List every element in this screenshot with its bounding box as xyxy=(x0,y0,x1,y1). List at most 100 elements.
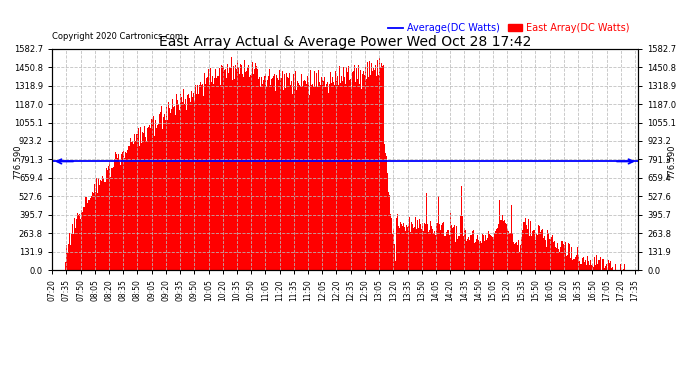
Bar xyxy=(417,220,418,270)
Bar xyxy=(384,144,385,270)
Bar xyxy=(580,264,582,270)
Bar xyxy=(248,65,249,270)
Bar xyxy=(317,87,318,270)
Bar xyxy=(102,176,103,270)
Bar xyxy=(273,76,275,270)
Bar xyxy=(249,77,250,270)
Bar xyxy=(266,87,267,270)
Bar xyxy=(590,260,591,270)
Bar xyxy=(202,84,204,270)
Bar xyxy=(339,82,341,270)
Bar xyxy=(376,76,377,270)
Bar xyxy=(497,228,498,270)
Bar xyxy=(333,82,334,270)
Bar xyxy=(247,67,248,270)
Bar xyxy=(503,220,504,270)
Bar xyxy=(567,255,568,270)
Bar xyxy=(231,57,232,270)
Bar xyxy=(558,249,559,270)
Bar xyxy=(163,117,164,270)
Bar xyxy=(278,80,279,270)
Bar xyxy=(347,72,348,270)
Bar xyxy=(504,224,506,270)
Bar xyxy=(144,126,145,270)
Bar xyxy=(501,220,502,270)
Bar xyxy=(447,230,448,270)
Bar xyxy=(509,233,511,270)
Bar xyxy=(386,156,387,270)
Bar xyxy=(562,241,564,270)
Bar xyxy=(438,196,440,270)
Bar xyxy=(270,79,272,270)
Bar xyxy=(192,98,193,270)
Bar xyxy=(229,67,230,270)
Bar xyxy=(318,70,319,270)
Bar xyxy=(258,79,259,270)
Bar xyxy=(591,265,592,270)
Bar xyxy=(435,236,437,270)
Bar xyxy=(302,86,303,270)
Bar xyxy=(326,94,328,270)
Bar xyxy=(390,214,391,270)
Bar xyxy=(260,87,261,270)
Bar xyxy=(532,231,533,270)
Bar xyxy=(300,86,301,270)
Bar xyxy=(437,224,438,270)
Bar xyxy=(536,234,537,270)
Bar xyxy=(206,78,207,270)
Bar xyxy=(571,247,572,270)
Bar xyxy=(448,235,450,270)
Bar xyxy=(459,236,460,270)
Bar xyxy=(361,89,362,270)
Bar xyxy=(214,78,215,270)
Bar xyxy=(553,242,554,270)
Bar xyxy=(489,234,491,270)
Bar xyxy=(527,229,529,270)
Bar xyxy=(516,243,517,270)
Bar xyxy=(195,85,196,270)
Bar xyxy=(418,228,420,270)
Bar xyxy=(589,265,590,270)
Bar xyxy=(337,76,338,270)
Bar xyxy=(257,69,258,270)
Bar xyxy=(146,141,148,270)
Bar xyxy=(451,228,453,270)
Bar xyxy=(137,134,138,270)
Bar xyxy=(611,268,612,270)
Bar xyxy=(171,110,172,270)
Bar xyxy=(389,195,390,270)
Bar xyxy=(583,256,584,270)
Bar xyxy=(391,218,392,270)
Bar xyxy=(481,243,482,270)
Bar xyxy=(588,261,589,270)
Bar xyxy=(388,192,389,270)
Bar xyxy=(296,90,297,270)
Bar xyxy=(245,72,246,270)
Text: 776.590: 776.590 xyxy=(13,144,22,179)
Bar xyxy=(354,65,355,270)
Bar xyxy=(414,226,415,270)
Bar xyxy=(468,237,469,270)
Bar xyxy=(145,137,146,270)
Bar xyxy=(286,73,287,270)
Bar xyxy=(544,236,545,270)
Bar xyxy=(115,152,116,270)
Bar xyxy=(341,76,342,270)
Bar xyxy=(517,244,518,270)
Bar xyxy=(149,125,150,270)
Bar xyxy=(255,63,257,270)
Bar xyxy=(110,177,112,270)
Bar xyxy=(104,183,105,270)
Bar xyxy=(485,235,486,270)
Bar xyxy=(322,80,323,270)
Bar xyxy=(134,134,135,270)
Bar xyxy=(335,71,336,270)
Bar xyxy=(179,94,181,270)
Bar xyxy=(371,63,372,270)
Bar xyxy=(319,82,320,270)
Bar xyxy=(407,227,408,270)
Bar xyxy=(569,244,570,270)
Bar xyxy=(502,216,503,270)
Bar xyxy=(213,84,214,270)
Bar xyxy=(606,264,607,270)
